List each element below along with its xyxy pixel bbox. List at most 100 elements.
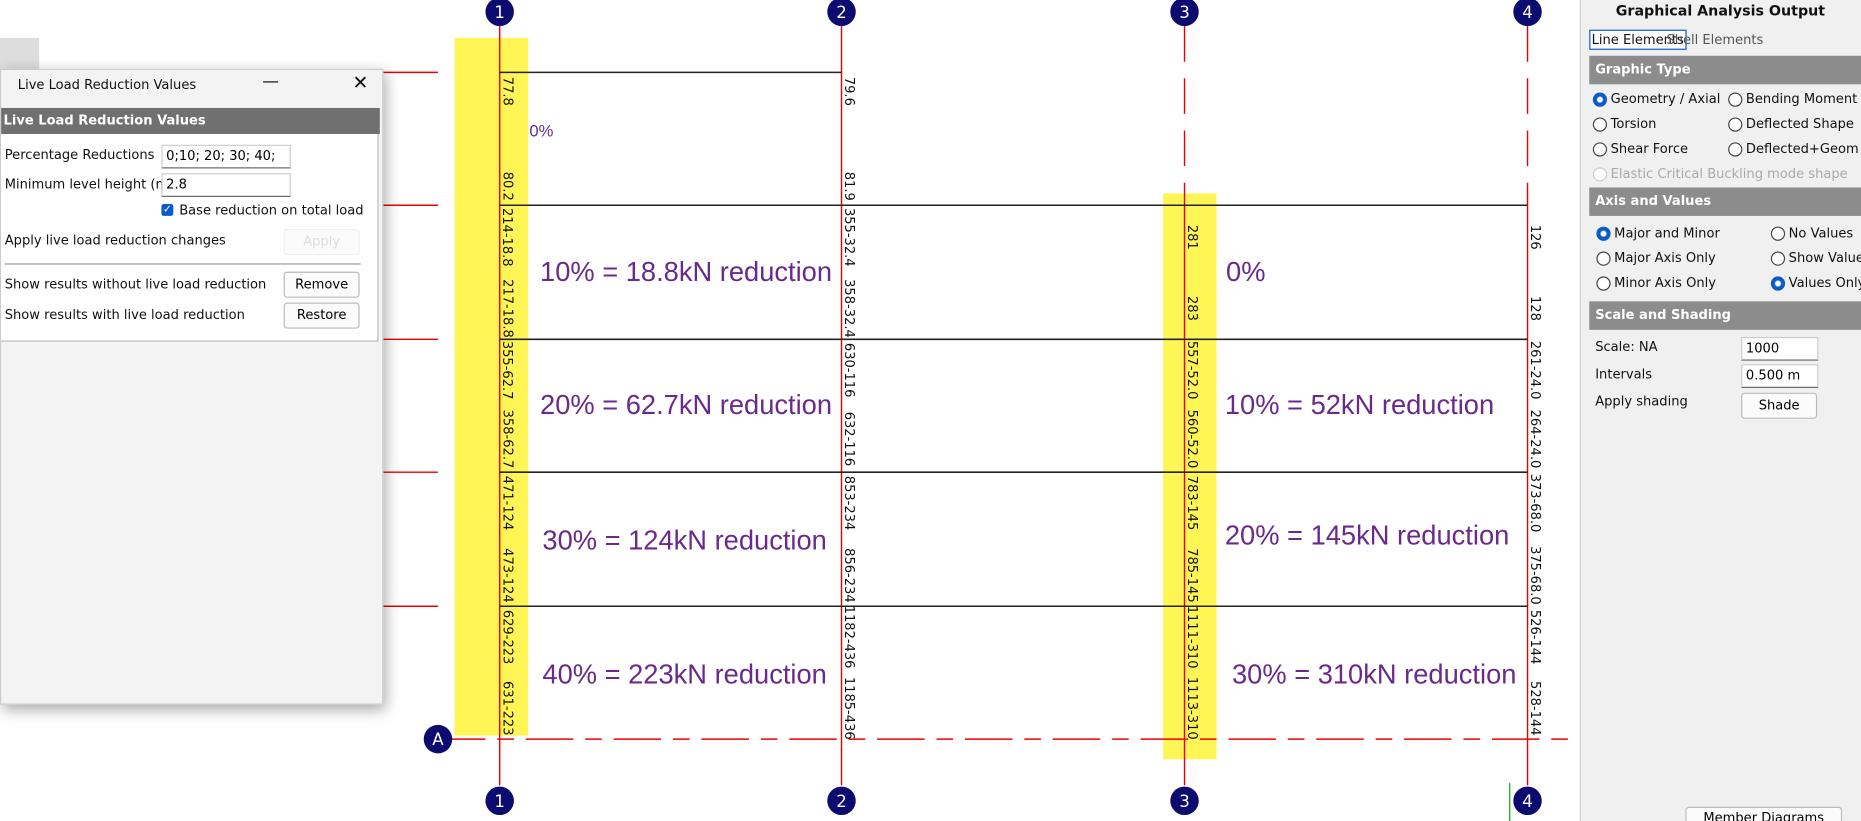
member-value: 283 [1184,296,1199,321]
member-diagrams[interactable]: Member Diagrams [1685,806,1843,821]
grid-bubble [485,0,514,27]
radio[interactable] [1770,251,1786,266]
highlight [1163,193,1217,760]
member-value: 358-32.4 [841,279,856,338]
member-value: 217-18.8 [499,279,514,338]
member-value: 560-52.0 [1184,410,1199,469]
grid-label: 2 [836,3,847,22]
tab[interactable]: Shell Elements [1666,32,1764,48]
member-value: 375-68.0 [1527,546,1542,605]
dialog: Live Load Reduction Values — ✕ Live Load… [0,68,384,705]
radio-label: Major and Minor [1614,225,1720,241]
restore-button[interactable]: Restore [283,302,360,329]
radio-label: No Values [1788,225,1854,241]
tab[interactable]: Line Elements [1589,29,1687,50]
radio-label: Show Values [1788,250,1861,266]
radio[interactable] [1596,251,1611,266]
grid-label: 4 [1522,3,1533,22]
radio[interactable] [1728,117,1743,132]
member-value: 853-234 [841,476,856,531]
grid-bubble [827,0,856,27]
remove-button[interactable]: Remove [283,271,360,298]
grid-label: 2 [836,792,847,811]
grid-label: 3 [1179,3,1190,22]
label: Show results without live load reduction [4,276,267,292]
radio-label: Deflected+Geom [1745,141,1859,157]
radio[interactable] [1728,92,1743,107]
radio-label: Shear Force [1610,141,1689,157]
label: Minimum level height (m) [4,176,174,193]
annotation: 30% = 310kN reduction [1232,658,1516,689]
radio[interactable] [1592,142,1608,157]
radio-label: Minor Axis Only [1614,275,1717,291]
member-value: 528-144 [1527,681,1542,736]
section-header: Scale and Shading [1589,301,1861,330]
member-value: 785-145 [1184,548,1199,603]
grid-bubble [1170,0,1199,27]
radio[interactable] [1592,117,1608,132]
grid-bubble [1170,786,1199,816]
annotation: 30% = 124kN reduction [542,524,826,555]
grid-bubble [1513,786,1542,816]
annotation: 40% = 223kN reduction [542,658,826,689]
checkbox[interactable]: ✓ [161,204,174,216]
member-value: 632-116 [841,412,856,467]
label: Apply live load reduction changes [4,232,226,248]
radio[interactable] [1592,92,1608,107]
label: Intervals [1595,366,1652,383]
radio[interactable] [1596,226,1611,241]
shade-button[interactable]: Shade [1741,392,1818,419]
checkbox-label: Base reduction on total load [179,202,364,219]
grid-bubble [423,724,453,754]
annotation: 10% = 18.8kN reduction [540,256,832,287]
radio[interactable] [1770,226,1786,241]
grid-bubble [827,786,856,816]
member-value: 128 [1527,296,1542,321]
annotation: 20% = 62.7kN reduction [540,389,832,420]
apply-button[interactable]: Apply [283,228,360,256]
grid-bubble [485,786,514,816]
minimize[interactable]: — [262,72,279,92]
label: Apply shading [1595,393,1688,410]
member-value: 355-32.4 [841,208,856,267]
radio [1592,167,1608,182]
radio[interactable] [1770,276,1786,291]
radio-label: Elastic Critical Buckling mode shape [1610,166,1848,182]
member-value: 79.6 [841,77,856,106]
label: Scale: NA [1595,339,1658,355]
section-header: Graphic Type [1589,55,1861,85]
member-value: 1185-436 [841,677,856,740]
annotation: 10% = 52kN reduction [1225,389,1494,420]
member-value: 630-116 [841,343,856,398]
member-value: 557-52.0 [1184,341,1199,400]
member-value: 631-223 [499,681,514,736]
beams [499,71,1528,608]
grid-label: A [432,730,444,749]
grid-label: 1 [494,3,505,22]
close[interactable]: ✕ [352,71,369,94]
radio[interactable] [1596,276,1611,291]
annotation: 20% = 145kN reduction [1225,520,1509,551]
member-value: 1111-310 [1184,606,1199,669]
input[interactable]: 0;10; 20; 30; 40; 40; 40; 40 [161,144,291,169]
dropdown[interactable]: 0.500 m [1741,364,1819,388]
member-value: 629-223 [499,610,514,665]
member-value: 856-234 [841,548,856,603]
radio-label: Major Axis Only [1614,250,1716,266]
dropdown[interactable]: 1000 [1741,336,1819,361]
label: Percentage Reductions [4,147,155,163]
member-value: 473-124 [499,548,514,603]
member-value: 1182-436 [841,606,856,669]
radio-label: Deflected Shape [1745,116,1854,132]
input[interactable]: 2.8 [161,173,291,197]
grid-label: 4 [1522,792,1533,811]
highlight [454,37,529,736]
grid-lines [382,26,1579,786]
member-value: 526-144 [1527,610,1542,665]
member-value: 80.2 [499,172,514,201]
panel-title: Graphical Analysis Output [1615,2,1826,19]
grid-label: 3 [1179,792,1190,811]
radio[interactable] [1728,142,1743,157]
